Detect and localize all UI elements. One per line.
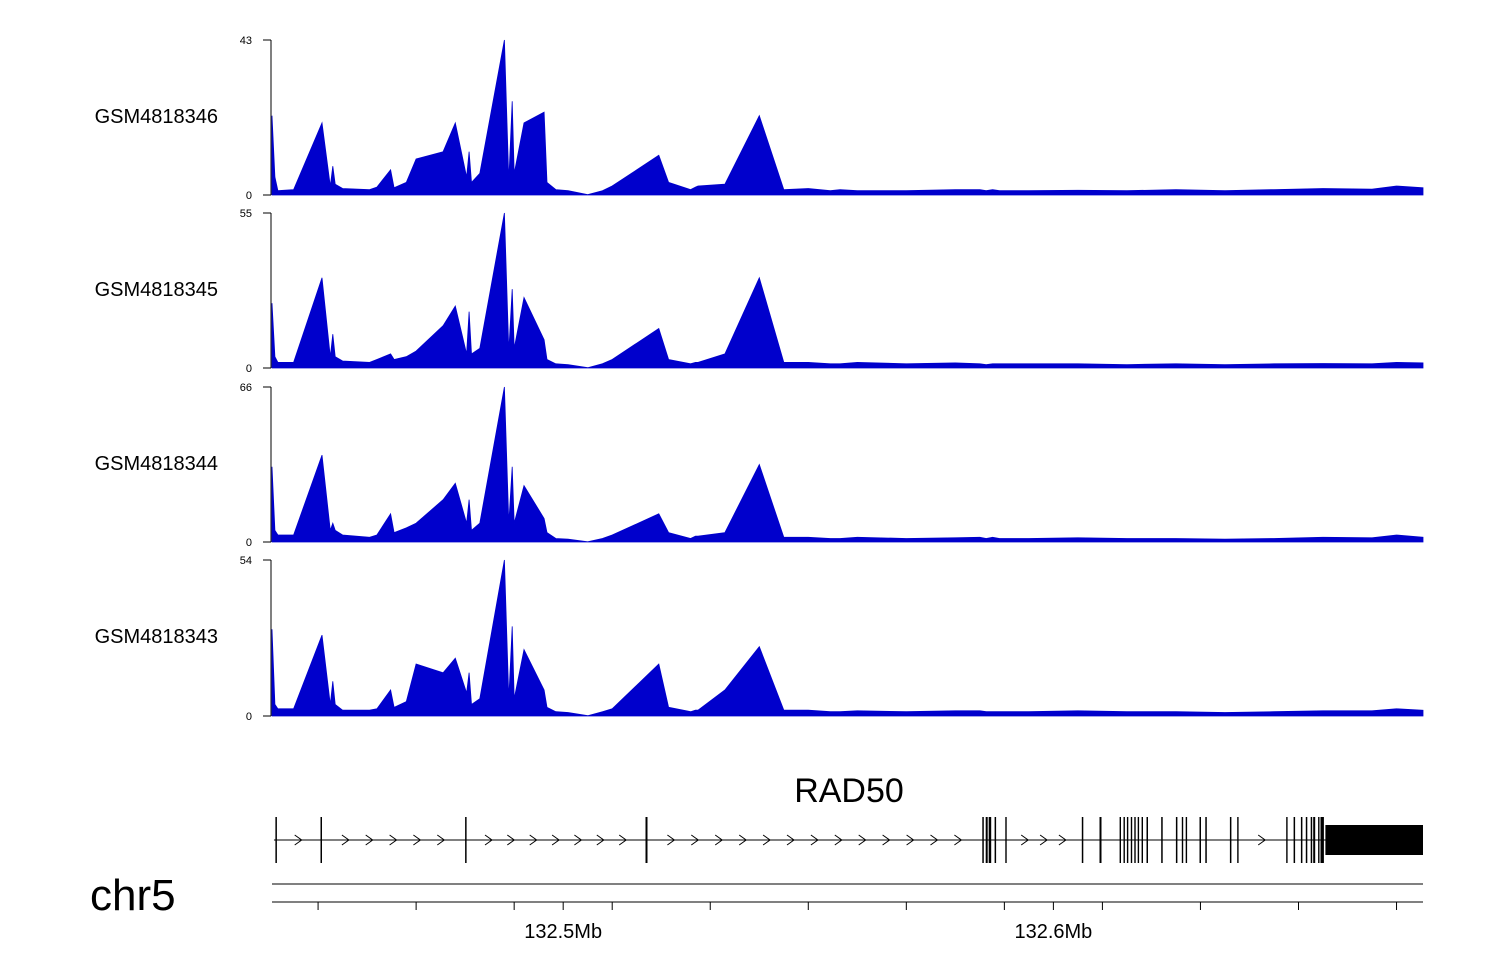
exon-block (1181, 817, 1184, 863)
exon-block (988, 817, 992, 863)
track-2: GSM4818344 66 0 (95, 382, 1424, 549)
exon-block (1175, 817, 1178, 863)
coverage-area (271, 559, 1424, 717)
exon-block (1119, 817, 1121, 863)
strand-arrow (906, 834, 915, 846)
ylim-min-label: 0 (246, 363, 252, 375)
exon-block (1005, 817, 1007, 863)
exon-block (982, 817, 984, 863)
strand-arrow (762, 834, 771, 846)
exon-block (1229, 817, 1232, 863)
track-label: GSM4818345 (95, 279, 218, 301)
strand-arrow (341, 834, 350, 846)
x-axis-ticks: 132.5Mb 132.6Mb (317, 902, 1398, 943)
strand-arrow (389, 834, 398, 846)
exon-block (1146, 817, 1148, 863)
ylim-max-label: 66 (240, 382, 252, 394)
coverage-area (271, 212, 1424, 369)
coverage-plot (263, 559, 1424, 717)
exon-block (1130, 817, 1133, 863)
ylim-min-label: 0 (246, 711, 252, 723)
track-label: GSM4818344 (95, 453, 218, 475)
exon-block (1293, 817, 1296, 863)
coverage-area (271, 39, 1424, 196)
strand-arrow (1039, 834, 1048, 846)
strand-arrow (954, 834, 963, 846)
ylim-max-label: 54 (240, 555, 252, 567)
exon-block (1286, 817, 1288, 863)
strand-arrow (484, 834, 493, 846)
ylim-max-label: 55 (240, 208, 252, 220)
exon-block (985, 817, 988, 863)
strand-arrow (437, 834, 446, 846)
track-label: GSM4818346 (95, 106, 218, 128)
strand-arrow (413, 834, 422, 846)
strand-arrow (810, 834, 819, 846)
exon-block (994, 817, 997, 863)
strand-arrow (294, 834, 303, 846)
exon-block (1123, 817, 1125, 863)
exon-block (1310, 817, 1313, 863)
coverage-area (271, 386, 1424, 543)
exon-block (465, 817, 467, 863)
track-label: GSM4818343 (95, 626, 218, 648)
exon-block (1199, 817, 1201, 863)
strand-arrow (1020, 834, 1030, 846)
strand-arrow (834, 834, 843, 846)
exon-block (320, 817, 322, 863)
exon-block (1325, 825, 1423, 855)
strand-arrow (738, 834, 748, 846)
strand-arrow (691, 834, 700, 846)
coverage-plot (263, 386, 1424, 543)
strand-arrow (365, 834, 374, 846)
exon-block (1134, 817, 1136, 863)
strand-arrow (714, 834, 724, 846)
strand-arrow (1058, 834, 1067, 846)
strand-arrow (551, 834, 560, 846)
exon-block (1320, 817, 1324, 863)
track-1: GSM4818345 55 0 (95, 208, 1424, 375)
x-axis-tick-label: 132.5Mb (524, 921, 602, 943)
exon-block (1205, 817, 1207, 863)
exon-block (1161, 817, 1163, 863)
exon-block (1313, 817, 1316, 863)
exon-block (275, 817, 277, 863)
ylim-min-label: 0 (246, 537, 252, 549)
gene-model (273, 817, 1423, 863)
gene-name-label: RAD50 (794, 772, 904, 810)
exon-block (1081, 817, 1084, 863)
strand-arrow (618, 834, 628, 846)
gene-track: RAD50 (273, 772, 1423, 863)
exon-block (1126, 817, 1129, 863)
exon-block (1141, 817, 1143, 863)
strand-arrow (529, 834, 538, 846)
strand-arrow (1257, 834, 1267, 846)
track-0: GSM4818346 43 0 (95, 35, 1424, 202)
ylim-min-label: 0 (246, 190, 252, 202)
strand-arrow (507, 834, 516, 846)
exon-block (1305, 817, 1308, 863)
ylim-max-label: 43 (240, 35, 252, 47)
strand-arrow (596, 834, 605, 846)
chromosome-label: chr5 (90, 871, 176, 920)
strand-arrow (667, 834, 676, 846)
strand-arrow (786, 834, 795, 846)
exon-block (645, 817, 648, 863)
exon-block (1099, 817, 1102, 863)
strand-arrow (574, 834, 583, 846)
exon-block (1318, 817, 1320, 863)
strand-arrow (858, 834, 867, 846)
exon-block (1137, 817, 1140, 863)
exon-block (1300, 817, 1303, 863)
coverage-plot (263, 212, 1424, 369)
strand-arrow (930, 834, 939, 846)
ideogram-axis: chr5 132.5Mb 132.6Mb (90, 871, 1423, 943)
track-3: GSM4818343 54 0 (95, 555, 1424, 723)
x-axis-tick-label: 132.6Mb (1014, 921, 1092, 943)
exon-block (1185, 817, 1188, 863)
strand-arrow (882, 834, 891, 846)
coverage-plot (263, 39, 1424, 196)
exon-block (1237, 817, 1239, 863)
